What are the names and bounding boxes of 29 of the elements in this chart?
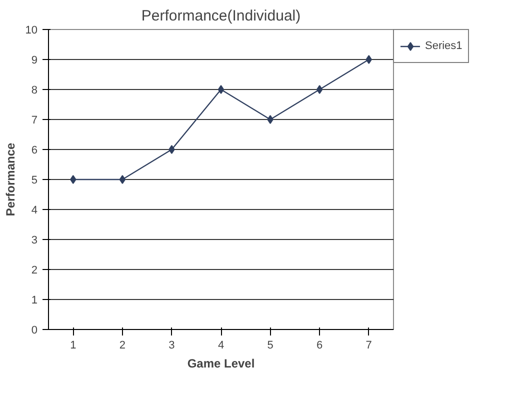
y-tick-label: 4 (31, 204, 38, 216)
x-axis-title: Game Level (187, 356, 255, 370)
x-tick-label: 3 (168, 340, 175, 352)
y-axis-title: Performance (3, 142, 18, 216)
y-tick-label: 8 (31, 84, 38, 96)
x-tick-label: 1 (70, 340, 76, 352)
y-tick-label: 10 (25, 24, 38, 36)
x-tick-label: 4 (218, 340, 224, 352)
point (218, 85, 224, 94)
legend-label: Series1 (425, 40, 462, 52)
y-tick-label: 6 (31, 144, 38, 156)
y-tick-label: 0 (31, 324, 38, 336)
point (366, 55, 372, 64)
y-tick-label: 1 (31, 294, 38, 306)
point (267, 115, 274, 124)
y-tick-label: 2 (31, 264, 38, 276)
point (70, 175, 76, 184)
y-tick-label: 5 (31, 174, 38, 186)
point (316, 85, 323, 94)
y-tick-label: 3 (31, 234, 38, 246)
x-tick-label: 6 (316, 340, 323, 352)
y-tick-label: 9 (31, 54, 38, 66)
point (168, 145, 175, 154)
y-tick-label: 7 (31, 114, 38, 126)
point (119, 175, 126, 184)
x-tick-label: 7 (366, 340, 372, 352)
x-tick-label: 5 (267, 340, 274, 352)
chart-title: Performance(Individual) (141, 8, 301, 24)
x-tick-label: 2 (119, 340, 126, 352)
